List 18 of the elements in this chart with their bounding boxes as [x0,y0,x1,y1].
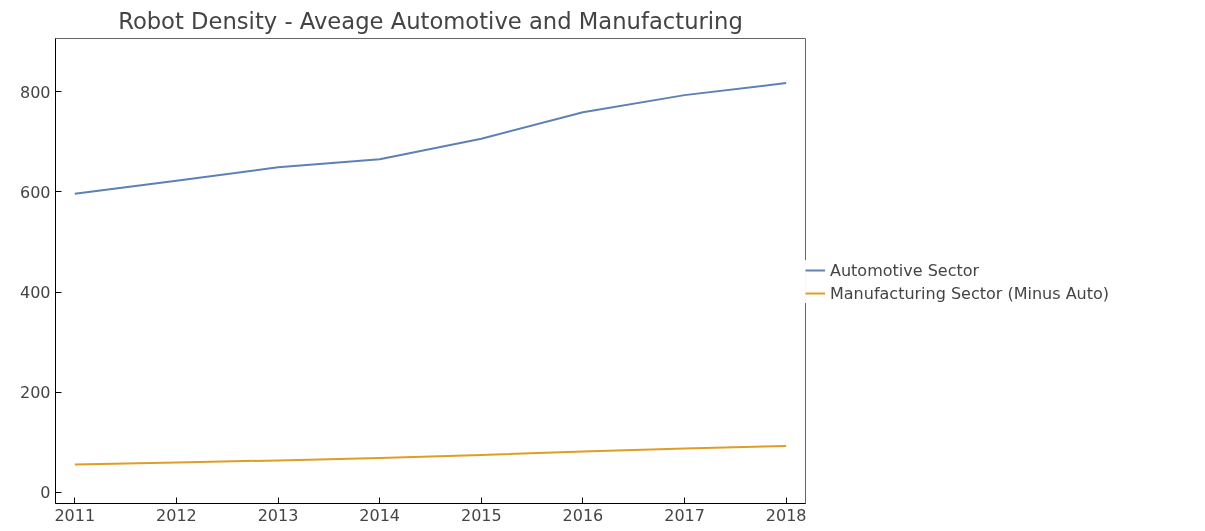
legend-label: Manufacturing Sector (Minus Auto) [830,283,1110,303]
x-tick-label: 2014 [359,505,401,525]
x-tick-label: 2011 [54,505,96,525]
y-tick-label: 800 [19,82,51,102]
y-tick-label: 600 [19,182,51,202]
chart-title: Robot Density - Aveage Automotive and Manufacturing [118,7,743,34]
x-tick-label: 2013 [257,505,299,525]
y-tick-label: 200 [19,383,51,403]
x-tick-label: 2016 [562,505,604,525]
x-tick-label: 2018 [765,505,807,525]
y-tick-label: 400 [19,283,51,303]
x-tick-label: 2015 [460,505,502,525]
line-series [73,82,788,195]
line-series [73,444,788,466]
x-tick-label: 2017 [664,505,705,525]
y-tick-label: 0 [40,483,51,503]
x-tick-label: 2012 [156,505,197,525]
legend-label: Automotive Sector [830,260,980,280]
